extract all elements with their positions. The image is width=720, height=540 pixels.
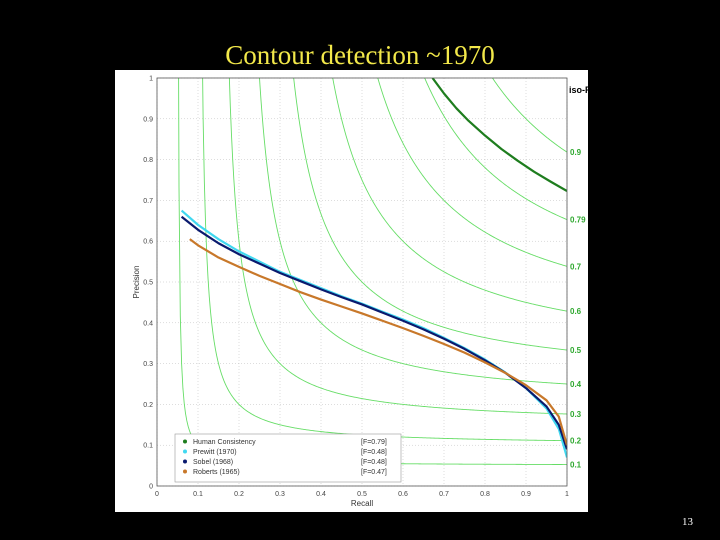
iso-f-label: 0.6 (570, 307, 582, 316)
x-tick-label: 0.4 (316, 491, 326, 498)
iso-f-label: 0.7 (570, 262, 582, 271)
iso-f-label: 0.1 (570, 461, 582, 470)
iso-f-curve (228, 78, 567, 415)
series-line-human-consistency (431, 78, 567, 192)
iso-f-title: iso-F (569, 85, 588, 95)
iso-f-curve (332, 78, 567, 312)
plot-frame (156, 77, 568, 487)
y-tick-label: 1 (149, 76, 153, 83)
iso-f-labels: iso-F 0.1 0.2 0.3 0.4 0.5 0.6 0.7 0.79 0.9 (569, 85, 588, 470)
iso-f-curve (377, 78, 567, 267)
iso-f-curve (293, 78, 567, 351)
legend-marker (183, 439, 187, 444)
slide-number: 13 (682, 516, 693, 528)
legend-series-score: [F=0.48] (361, 459, 387, 466)
legend-marker (183, 449, 187, 454)
y-tick-label: 0.9 (143, 116, 153, 123)
y-tick-label: 0.4 (143, 320, 153, 327)
x-tick-label: 0.7 (439, 491, 449, 498)
precision-recall-chart: 0 0.1 0.2 0.3 0.4 0.5 0.6 0.7 0.8 0.9 1 0 0.1 0.2 0.3 0… (115, 70, 588, 512)
y-tick-label: 0.7 (143, 198, 153, 205)
y-tick-label: 0 (149, 484, 153, 491)
iso-f-curve (491, 78, 567, 153)
y-axis-label: Precision (132, 266, 141, 299)
iso-f-label: 0.2 (570, 437, 582, 446)
x-tick-label: 0.5 (357, 491, 367, 498)
axis-ticks: 0 0.1 0.2 0.3 0.4 0.5 0.6 0.7 0.8 0.9 1 0 0.1 0.2 0.3 0… (143, 76, 569, 499)
legend-marker (183, 459, 187, 464)
x-tick-label: 0.8 (480, 491, 490, 498)
x-axis-label: Recall (351, 499, 373, 508)
iso-f-curve (424, 78, 567, 221)
x-tick-label: 0.9 (521, 491, 531, 498)
legend-series-name: Sobel (1968) (193, 459, 233, 466)
legend-box (174, 433, 402, 483)
iso-f-label: 0.3 (570, 410, 582, 419)
x-tick-label: 0.6 (398, 491, 408, 498)
iso-f-label: 0.79 (570, 216, 586, 225)
x-tick-label: 0 (155, 491, 159, 498)
slide-title: Contour detection ~1970 (225, 40, 495, 70)
legend-series-name: Roberts (1965) (193, 469, 240, 476)
series-line-sobel-1968 (180, 215, 567, 450)
legend: Human Consistency [F=0.79] Prewitt (1970) [… (174, 433, 402, 483)
legend-series-score: [F=0.48] (361, 449, 387, 456)
series-lines (180, 78, 567, 458)
legend-series-score: [F=0.47] (361, 469, 387, 476)
y-tick-label: 0.8 (143, 157, 153, 164)
iso-f-label: 0.9 (570, 148, 582, 157)
y-tick-label: 0.2 (143, 402, 153, 409)
x-tick-label: 0.3 (275, 491, 285, 498)
y-tick-label: 0.1 (143, 443, 153, 450)
y-tick-label: 0.3 (143, 361, 153, 368)
iso-f-label: 0.5 (570, 346, 582, 355)
x-tick-label: 1 (565, 491, 569, 498)
series-line-roberts-1965 (189, 238, 567, 446)
y-tick-label: 0.5 (143, 280, 153, 287)
x-tick-label: 0.2 (234, 491, 244, 498)
legend-series-name: Prewitt (1970) (193, 449, 237, 456)
iso-f-curve (259, 78, 567, 385)
x-tick-label: 0.1 (193, 491, 203, 498)
legend-series-name: Human Consistency (193, 439, 256, 446)
legend-series-score: [F=0.79] (361, 439, 387, 446)
y-tick-label: 0.6 (143, 239, 153, 246)
legend-marker (183, 469, 187, 474)
iso-f-label: 0.4 (570, 380, 582, 389)
